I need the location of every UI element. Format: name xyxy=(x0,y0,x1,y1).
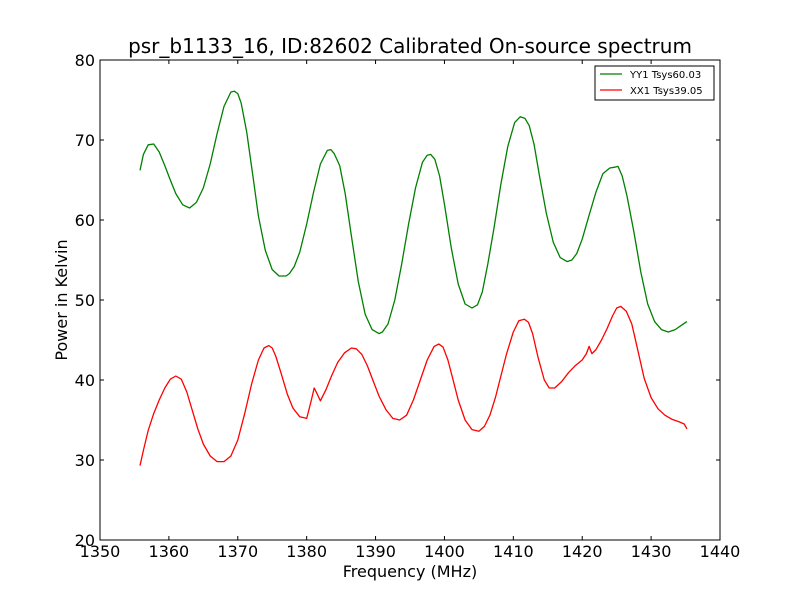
x-tick-label: 1390 xyxy=(355,542,396,561)
y-tick-label: 80 xyxy=(75,51,95,70)
y-tick-label: 60 xyxy=(75,211,95,230)
x-tick-label: 1400 xyxy=(424,542,465,561)
series-line-xx1 xyxy=(139,305,688,466)
plot-frame xyxy=(99,59,721,541)
legend-label-xx1: XX1 Tsys39.05 xyxy=(630,86,703,97)
x-tick-label: 1370 xyxy=(217,542,258,561)
x-tick-label: 1440 xyxy=(700,542,741,561)
x-tick-label: 1430 xyxy=(631,542,672,561)
y-tick-label: 20 xyxy=(75,531,95,550)
y-axis-label: Power in Kelvin xyxy=(52,239,71,360)
y-tick-label: 40 xyxy=(75,371,95,390)
y-tick-label: 50 xyxy=(75,291,95,310)
series-layer xyxy=(139,90,688,466)
chart-title: psr_b1133_16, ID:82602 Calibrated On-sou… xyxy=(128,34,692,58)
legend-box xyxy=(594,65,715,101)
x-tick-label: 1350 xyxy=(80,542,121,561)
x-tick-label: 1410 xyxy=(493,542,534,561)
legend-label-yy1: YY1 Tsys60.03 xyxy=(629,70,701,81)
x-tick-label: 1420 xyxy=(562,542,603,561)
plot-background xyxy=(100,60,720,540)
tick-layer: 1350 1360 1370 1380 1390 1400 1410 1420 1430 1440… xyxy=(75,51,741,561)
y-tick-label: 70 xyxy=(75,131,95,150)
plot-area: 1350 1360 1370 1380 1390 1400 1410 1420 1430 1440… xyxy=(75,51,741,561)
y-tick-label: 30 xyxy=(75,451,95,470)
series-line-yy1 xyxy=(139,90,688,335)
x-axis-label: Frequency (MHz) xyxy=(343,562,477,581)
x-tick-label: 1380 xyxy=(286,542,327,561)
legend: YY1 Tsys60.03 XX1 Tsys39.05 xyxy=(594,65,715,101)
x-tick-label: 1360 xyxy=(149,542,190,561)
